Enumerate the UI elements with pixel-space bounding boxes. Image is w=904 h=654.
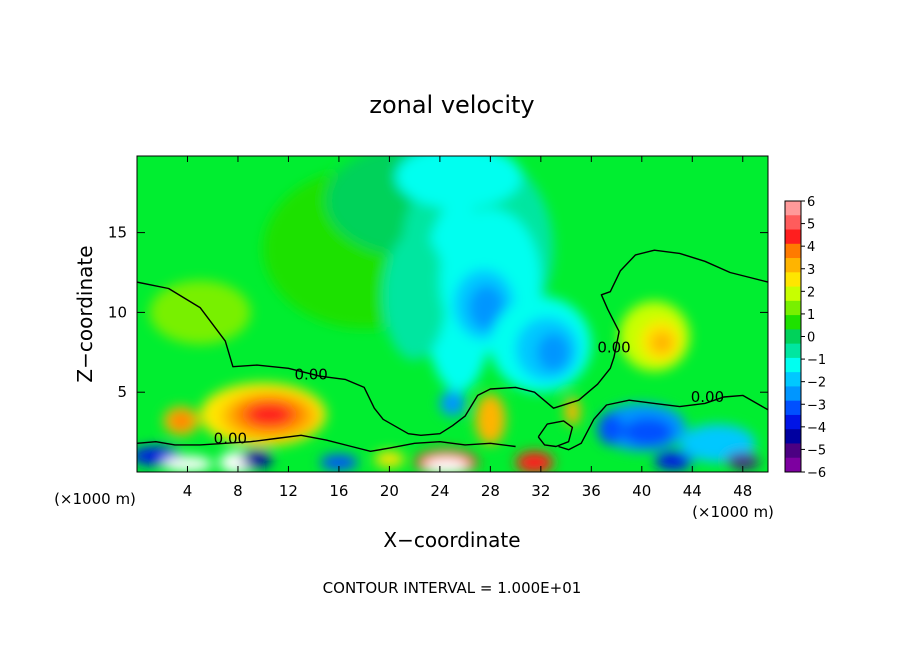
- x-tick-label-3: 16: [329, 482, 348, 500]
- colorbar-swatch-7: [785, 300, 801, 316]
- contour-label-2: 0.00: [597, 338, 630, 356]
- chart-title: zonal velocity: [369, 91, 534, 119]
- y-tick-label-2: 15: [108, 224, 127, 242]
- field-blob-22: [475, 393, 506, 445]
- colorbar-swatch-18: [785, 457, 801, 473]
- contour-label-3: 0.00: [691, 388, 724, 406]
- field-blob-38: [654, 451, 693, 471]
- contour-labels: 0.00 0.00 0.00 0.00: [214, 338, 724, 447]
- colorbar-swatch-0: [785, 201, 801, 216]
- field-blob-8: [468, 285, 505, 330]
- field-blob-23: [439, 390, 466, 417]
- colorbar-swatch-17: [785, 443, 801, 459]
- field-blob-26: [622, 417, 674, 447]
- plot-area: 0.00 0.00 0.00 0.00: [137, 156, 768, 472]
- colorbar-label-2: 4: [807, 240, 815, 255]
- colorbar-swatch-15: [785, 414, 801, 430]
- x-tick-label-8: 36: [582, 482, 601, 500]
- contour-interval-footer: CONTOUR INTERVAL = 1.000E+01: [323, 579, 582, 597]
- x-tick-label-2: 12: [279, 482, 298, 500]
- field-blob-3: [395, 156, 522, 209]
- x-tick-label-5: 24: [430, 482, 449, 500]
- y-tick-label-0: 5: [117, 383, 127, 401]
- field-blob-35: [515, 451, 554, 472]
- colorbar: 6 5 4 3 2 1 0 −1 −2 −3 −4 −5 −6: [784, 195, 826, 481]
- zero-contour-line-1: [137, 434, 516, 452]
- colorbar-label-4: 2: [807, 285, 815, 300]
- colorbar-label-1: 5: [807, 218, 815, 233]
- colorbar-label-9: −3: [807, 398, 826, 413]
- colorbar-swatch-14: [785, 400, 801, 416]
- field-blob-32: [241, 449, 273, 469]
- colorbar-swatch-6: [785, 286, 801, 302]
- x-axis-label: X−coordinate: [383, 528, 520, 552]
- colorbar-swatch-9: [785, 329, 801, 345]
- field-blob-39: [726, 452, 760, 469]
- colorbar-swatch-2: [785, 229, 801, 245]
- field-blob-5: [383, 232, 447, 361]
- y-axis-ticks: 5 10 15: [108, 224, 768, 401]
- colorbar-swatch-16: [785, 429, 801, 444]
- x-tick-label-9: 40: [632, 482, 651, 500]
- plot-frame: [136, 155, 769, 473]
- colorbar-label-12: −6: [807, 466, 826, 481]
- field-blob-27: [597, 412, 623, 445]
- field-blob-21: [171, 412, 192, 429]
- colorbar-label-5: 1: [807, 308, 815, 323]
- x-tick-label-1: 8: [233, 482, 243, 500]
- contour-label-1: 0.00: [214, 429, 247, 447]
- x-tick-label-10: 44: [683, 482, 702, 500]
- field-blob-37: [319, 454, 358, 471]
- field-blob-12: [149, 280, 251, 345]
- field-blob-30: [162, 456, 213, 472]
- colorbar-swatch-13: [785, 386, 801, 402]
- colorbar-swatch-11: [785, 357, 801, 373]
- y-axis-label: Z−coordinate: [73, 245, 97, 382]
- colorbar-label-7: −1: [807, 353, 826, 368]
- x-unit-left: (×1000 m): [54, 490, 136, 508]
- y-tick-label-1: 10: [108, 303, 127, 321]
- colorbar-swatch-3: [785, 243, 801, 259]
- x-axis-ticks: 4 8 12 16 20 24 28 32 36 40 44 48: [183, 156, 752, 500]
- x-tick-label-11: 48: [733, 482, 752, 500]
- field-blob-28: [679, 424, 756, 463]
- zero-contour-line-2: [558, 394, 768, 451]
- colorbar-swatch-5: [785, 272, 801, 287]
- x-tick-label-0: 4: [183, 482, 193, 500]
- colorbar-swatch-1: [785, 215, 801, 230]
- colorbar-swatch-10: [785, 343, 801, 359]
- zero-contour-line-3: [537, 420, 574, 448]
- x-tick-label-4: 20: [380, 482, 399, 500]
- x-unit-right: (×1000 m): [692, 503, 774, 521]
- zero-contours: [137, 249, 768, 452]
- x-tick-label-7: 32: [531, 482, 550, 500]
- colorbar-label-8: −2: [807, 376, 826, 391]
- colorbar-label-6: 0: [807, 331, 815, 346]
- colorbar-swatch-12: [785, 372, 801, 387]
- colorbar-label-11: −5: [807, 443, 826, 458]
- colorbar-swatch-4: [785, 258, 801, 273]
- contour-label-0: 0.00: [294, 365, 327, 383]
- colorbar-label-0: 6: [807, 195, 815, 210]
- zero-contour-line-0: [137, 249, 768, 436]
- colorbar-label-3: 3: [807, 263, 815, 278]
- field-blob-15: [650, 331, 674, 354]
- field-blob-11: [537, 333, 570, 372]
- field-blob-36: [374, 451, 405, 468]
- colorbar-label-10: −4: [807, 421, 826, 436]
- x-tick-label-6: 28: [481, 482, 500, 500]
- field-blob-34: [423, 457, 469, 472]
- field-blob-24: [564, 396, 580, 426]
- velocity-field: [137, 156, 760, 472]
- field-blob-19: [246, 403, 293, 426]
- colorbar-swatch-8: [785, 315, 801, 330]
